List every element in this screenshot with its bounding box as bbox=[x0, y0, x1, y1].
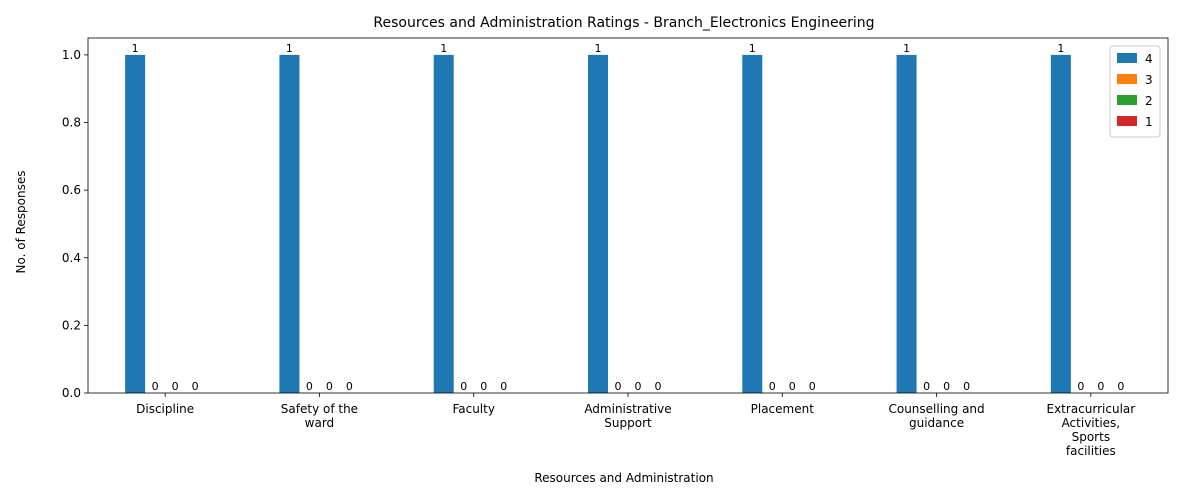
data-label: 1 bbox=[132, 42, 139, 55]
y-tick-label: 0.6 bbox=[62, 183, 81, 197]
x-tick-label-line: Faculty bbox=[452, 402, 495, 416]
legend-swatch bbox=[1117, 53, 1137, 63]
data-label: 1 bbox=[440, 42, 447, 55]
y-tick-label: 0.2 bbox=[62, 318, 81, 332]
x-tick-label-line: ward bbox=[305, 416, 335, 430]
data-label: 0 bbox=[172, 380, 179, 393]
legend-label: 1 bbox=[1145, 115, 1153, 129]
data-label: 0 bbox=[1097, 380, 1104, 393]
x-tick-label-line: Safety of the bbox=[281, 402, 358, 416]
legend-box bbox=[1109, 45, 1161, 138]
data-label: 0 bbox=[346, 380, 353, 393]
legend-label: 4 bbox=[1145, 52, 1153, 66]
x-tick-label: Safety of the ward bbox=[281, 402, 358, 430]
legend-swatch bbox=[1117, 95, 1137, 105]
x-tick-label-line: Discipline bbox=[136, 402, 194, 416]
data-label: 1 bbox=[595, 42, 602, 55]
data-label: 0 bbox=[789, 380, 796, 393]
x-tick-label: Extracurricular Activities, Sports faciliti… bbox=[1047, 402, 1136, 458]
x-tick-label-line: Activities, bbox=[1062, 416, 1121, 430]
data-label: 0 bbox=[1077, 380, 1084, 393]
y-tick-label: 0.4 bbox=[62, 251, 81, 265]
bar bbox=[742, 54, 763, 394]
x-tick-label-line: Administrative bbox=[584, 402, 671, 416]
data-label: 0 bbox=[769, 380, 776, 393]
x-tick-label-line: facilities bbox=[1066, 444, 1116, 458]
y-tick-label: 0.0 bbox=[62, 386, 81, 400]
data-label: 0 bbox=[809, 380, 816, 393]
data-label: 0 bbox=[152, 380, 159, 393]
data-label: 0 bbox=[460, 380, 467, 393]
data-label: 0 bbox=[306, 380, 313, 393]
data-label: 0 bbox=[615, 380, 622, 393]
x-tick-label: Discipline bbox=[136, 402, 194, 416]
y-axis-title: No. of Responses bbox=[14, 170, 28, 273]
bar bbox=[279, 54, 300, 394]
plot-area: 1 1 1 1 1 1 10 0 0 0 0 0 00 0 0 0 0 0 00 0 0 0 0 0 00.00.20.40.6… bbox=[62, 37, 1169, 458]
x-tick-label-line: Counselling and bbox=[888, 402, 984, 416]
data-label: 0 bbox=[1117, 380, 1124, 393]
legend-swatch bbox=[1117, 116, 1137, 126]
y-tick-label: 1.0 bbox=[62, 48, 81, 62]
data-label: 0 bbox=[655, 380, 662, 393]
x-tick-label: Faculty bbox=[452, 402, 495, 416]
data-label: 0 bbox=[963, 380, 970, 393]
bar bbox=[588, 54, 608, 394]
x-tick-label: Placement bbox=[751, 402, 815, 416]
x-tick-label-line: Support bbox=[604, 416, 652, 430]
data-label: 0 bbox=[480, 380, 487, 393]
bar bbox=[1050, 54, 1071, 394]
legend: 4 3 2 1 bbox=[1109, 45, 1161, 138]
data-label: 1 bbox=[1057, 42, 1064, 55]
legend-label: 2 bbox=[1145, 94, 1153, 108]
x-tick-label: Counselling and guidance bbox=[888, 402, 984, 430]
y-tick-label: 0.8 bbox=[62, 116, 81, 130]
plot-frame bbox=[87, 37, 1169, 394]
x-tick-label-line: Placement bbox=[751, 402, 815, 416]
data-label: 0 bbox=[500, 380, 507, 393]
data-label: 1 bbox=[286, 42, 293, 55]
x-tick-label: Administrative Support bbox=[584, 402, 671, 430]
legend-label: 3 bbox=[1145, 73, 1153, 87]
data-label: 0 bbox=[635, 380, 642, 393]
data-label: 0 bbox=[943, 380, 950, 393]
x-tick-label-line: Sports bbox=[1072, 430, 1110, 444]
x-tick-label-line: guidance bbox=[909, 416, 964, 430]
data-label: 1 bbox=[749, 42, 756, 55]
bar bbox=[433, 54, 454, 394]
legend-swatch bbox=[1117, 74, 1137, 84]
bar bbox=[896, 54, 917, 394]
data-label: 1 bbox=[903, 42, 910, 55]
chart-title: Resources and Administration Ratings - B… bbox=[373, 15, 874, 31]
data-label: 0 bbox=[326, 380, 333, 393]
data-label: 0 bbox=[192, 380, 199, 393]
x-axis-title: Resources and Administration bbox=[534, 471, 713, 485]
x-tick-label-line: Extracurricular bbox=[1047, 402, 1136, 416]
data-label: 0 bbox=[923, 380, 930, 393]
bar bbox=[125, 54, 146, 394]
